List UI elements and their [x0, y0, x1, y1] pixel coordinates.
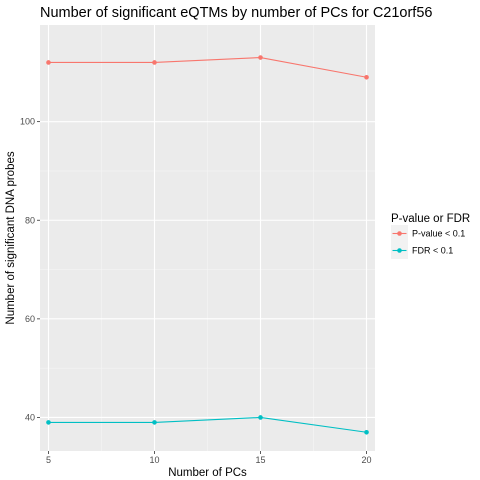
data-point — [46, 420, 51, 425]
y-tick-label: 100 — [20, 117, 35, 127]
series-layer — [46, 55, 369, 435]
series-line — [48, 56, 367, 78]
x-tick-label: 20 — [362, 455, 372, 465]
legend-key-point — [397, 248, 402, 253]
data-point — [258, 415, 263, 420]
series-line — [48, 416, 367, 433]
y-axis: 40 60 80 100 — [20, 117, 40, 422]
legend-key — [391, 242, 408, 259]
data-point — [152, 420, 157, 425]
legend-label: P-value < 0.1 — [412, 229, 465, 239]
legend-items: P-value < 0.1 FDR < 0.1 — [391, 225, 465, 259]
x-tick-label: 15 — [255, 455, 265, 465]
data-point — [258, 55, 263, 60]
y-tick-label: 80 — [25, 215, 35, 225]
data-point — [364, 429, 369, 435]
y-tick-label: 60 — [25, 314, 35, 324]
chart-title: Number of significant eQTMs by number of… — [40, 5, 432, 21]
data-point — [364, 74, 369, 80]
x-axis: 5 10 15 20 — [46, 451, 372, 465]
data-point — [152, 60, 157, 65]
legend-key-point — [397, 231, 402, 236]
x-axis-title: Number of PCs — [168, 467, 247, 479]
x-tick-label: 10 — [149, 455, 159, 465]
y-axis-title: Number of significant DNA probes — [5, 151, 17, 324]
data-point — [46, 60, 51, 65]
legend: P-value or FDR P-value < 0.1 FDR < 0.1 — [391, 213, 470, 259]
legend-label: FDR < 0.1 — [412, 246, 453, 256]
legend-key — [391, 225, 408, 242]
legend-title: P-value or FDR — [391, 213, 470, 225]
minor-gridlines — [40, 25, 375, 451]
x-tick-label: 5 — [46, 455, 51, 465]
y-tick-label: 40 — [25, 412, 35, 422]
major-gridlines — [40, 25, 375, 451]
